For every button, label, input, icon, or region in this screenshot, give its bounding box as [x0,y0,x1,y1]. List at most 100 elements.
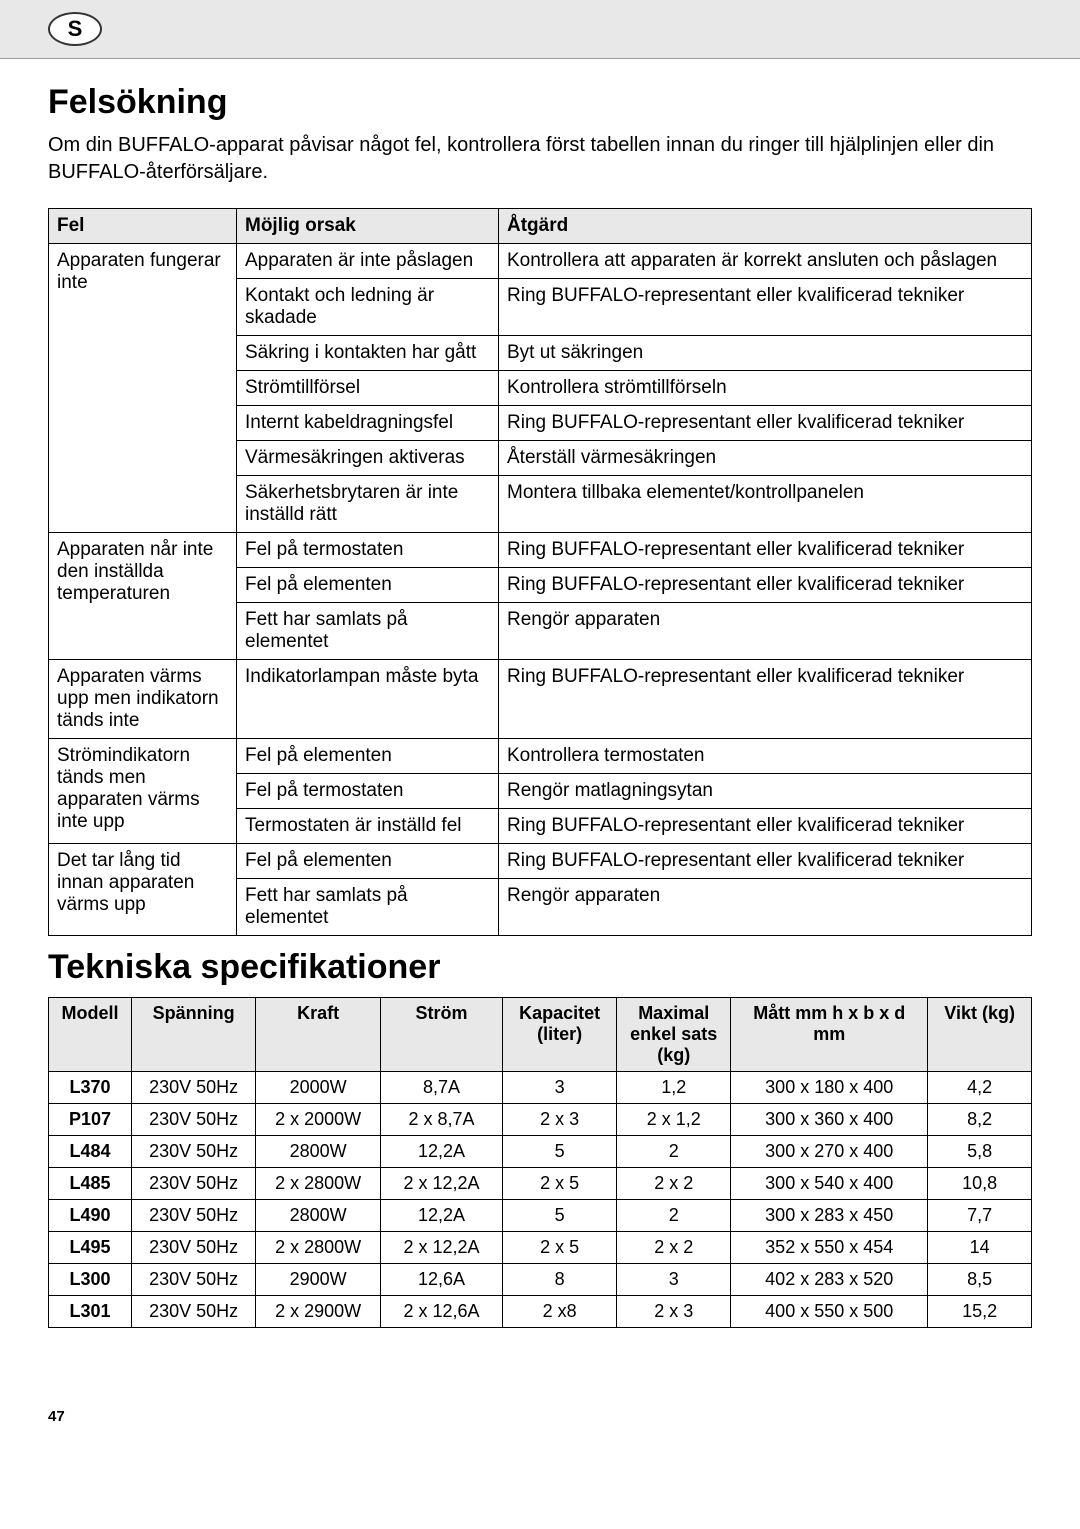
cause-cell: Säkring i kontakten har gått [237,336,499,371]
troubleshooting-heading: Felsökning [48,83,1032,122]
cause-cell: Fel på elementen [237,739,499,774]
specs-cell: 2 x 5 [503,1232,617,1264]
specs-cell: 300 x 180 x 400 [731,1072,928,1104]
troubleshooting-table: Fel Möjlig orsak Åtgärd Apparaten funger… [48,208,1032,936]
specs-cell: 352 x 550 x 454 [731,1232,928,1264]
specs-col-7: Vikt (kg) [928,998,1032,1072]
page-number: 47 [0,1368,1080,1445]
specs-cell: 3 [503,1072,617,1104]
specs-cell: 15,2 [928,1296,1032,1328]
specs-cell: 2 x 2 [617,1168,731,1200]
specs-cell: 2 x 5 [503,1168,617,1200]
table-row: L495230V 50Hz2 x 2800W2 x 12,2A2 x 52 x … [49,1232,1032,1264]
specs-cell: 2 x 2000W [256,1104,380,1136]
specs-cell: 2 x 3 [617,1296,731,1328]
action-cell: Kontrollera termostaten [499,739,1032,774]
action-cell: Kontrollera att apparaten är korrekt ans… [499,244,1032,279]
specs-cell: 2900W [256,1264,380,1296]
table-row: L301230V 50Hz2 x 2900W2 x 12,6A2 x82 x 3… [49,1296,1032,1328]
specs-cell: 3 [617,1264,731,1296]
cause-cell: Termostaten är inställd fel [237,809,499,844]
col-action: Åtgärd [499,209,1032,244]
specs-cell: 230V 50Hz [131,1296,255,1328]
specs-cell: 2800W [256,1200,380,1232]
fault-cell: Strömindikatorn tänds men apparaten värm… [49,739,237,844]
specs-cell: 5,8 [928,1136,1032,1168]
cause-cell: Fel på elementen [237,568,499,603]
specs-cell: 2 x 12,2A [380,1232,502,1264]
specs-cell: 230V 50Hz [131,1200,255,1232]
cause-cell: Värmesäkringen aktiveras [237,441,499,476]
cause-cell: Internt kabeldragningsfel [237,406,499,441]
action-cell: Ring BUFFALO-representant eller kvalific… [499,568,1032,603]
specs-col-2: Kraft [256,998,380,1072]
page-content: Felsökning Om din BUFFALO-apparat påvisa… [0,59,1080,1368]
specs-cell: 2 x 8,7A [380,1104,502,1136]
table-row: L484230V 50Hz2800W12,2A52300 x 270 x 400… [49,1136,1032,1168]
specs-cell: 8,2 [928,1104,1032,1136]
table-row: Apparaten når inte den inställda tempera… [49,533,1032,568]
specs-cell: 8,7A [380,1072,502,1104]
table-row: L485230V 50Hz2 x 2800W2 x 12,2A2 x 52 x … [49,1168,1032,1200]
specs-cell: 230V 50Hz [131,1168,255,1200]
specs-cell: 5 [503,1200,617,1232]
table-row: Det tar lång tid innan apparaten värms u… [49,844,1032,879]
specs-cell: 230V 50Hz [131,1136,255,1168]
cause-cell: Fel på elementen [237,844,499,879]
action-cell: Rengör apparaten [499,603,1032,660]
specs-cell: 12,2A [380,1200,502,1232]
specs-cell: 12,2A [380,1136,502,1168]
specs-cell: 2800W [256,1136,380,1168]
specs-cell: 14 [928,1232,1032,1264]
cause-cell: Fel på termostaten [237,533,499,568]
page-header: S [0,0,1080,59]
specs-cell: 2000W [256,1072,380,1104]
cause-cell: Fett har samlats på elementet [237,879,499,936]
action-cell: Ring BUFFALO-representant eller kvalific… [499,406,1032,441]
cause-cell: Apparaten är inte påslagen [237,244,499,279]
action-cell: Rengör matlagningsytan [499,774,1032,809]
action-cell: Ring BUFFALO-representant eller kvalific… [499,809,1032,844]
specs-cell: 300 x 540 x 400 [731,1168,928,1200]
table-row: L300230V 50Hz2900W12,6A83402 x 283 x 520… [49,1264,1032,1296]
specs-col-0: Modell [49,998,132,1072]
table-header-row: ModellSpänningKraftStrömKapacitet (liter… [49,998,1032,1072]
specs-cell: 230V 50Hz [131,1232,255,1264]
table-row: Strömindikatorn tänds men apparaten värm… [49,739,1032,774]
fault-cell: Apparaten värms upp men indikatorn tänds… [49,660,237,739]
specs-cell: 2 x 2 [617,1232,731,1264]
specs-cell: L495 [49,1232,132,1264]
specs-cell: L485 [49,1168,132,1200]
specs-table: ModellSpänningKraftStrömKapacitet (liter… [48,997,1032,1328]
specs-col-1: Spänning [131,998,255,1072]
specs-cell: 2 x 1,2 [617,1104,731,1136]
specs-cell: L300 [49,1264,132,1296]
col-fault: Fel [49,209,237,244]
specs-cell: 300 x 283 x 450 [731,1200,928,1232]
action-cell: Ring BUFFALO-representant eller kvalific… [499,279,1032,336]
specs-cell: 7,7 [928,1200,1032,1232]
specs-cell: 300 x 360 x 400 [731,1104,928,1136]
specs-cell: L370 [49,1072,132,1104]
troubleshooting-intro: Om din BUFFALO-apparat påvisar något fel… [48,132,1032,186]
specs-cell: P107 [49,1104,132,1136]
specs-cell: 4,2 [928,1072,1032,1104]
cause-cell: Indikatorlampan måste byta [237,660,499,739]
cause-cell: Strömtillförsel [237,371,499,406]
specs-cell: 2 x 2900W [256,1296,380,1328]
cause-cell: Säkerhetsbrytaren är inte inställd rätt [237,476,499,533]
specs-cell: 2 [617,1200,731,1232]
specs-cell: 300 x 270 x 400 [731,1136,928,1168]
specs-col-4: Kapacitet (liter) [503,998,617,1072]
table-header-row: Fel Möjlig orsak Åtgärd [49,209,1032,244]
specs-col-6: Mått mm h x b x d mm [731,998,928,1072]
specs-col-3: Ström [380,998,502,1072]
specs-cell: L484 [49,1136,132,1168]
fault-cell: Det tar lång tid innan apparaten värms u… [49,844,237,936]
table-row: L370230V 50Hz2000W8,7A31,2300 x 180 x 40… [49,1072,1032,1104]
action-cell: Montera tillbaka elementet/kontrollpanel… [499,476,1032,533]
specs-cell: 1,2 [617,1072,731,1104]
fault-cell: Apparaten når inte den inställda tempera… [49,533,237,660]
action-cell: Ring BUFFALO-representant eller kvalific… [499,533,1032,568]
specs-cell: 2 x 12,2A [380,1168,502,1200]
